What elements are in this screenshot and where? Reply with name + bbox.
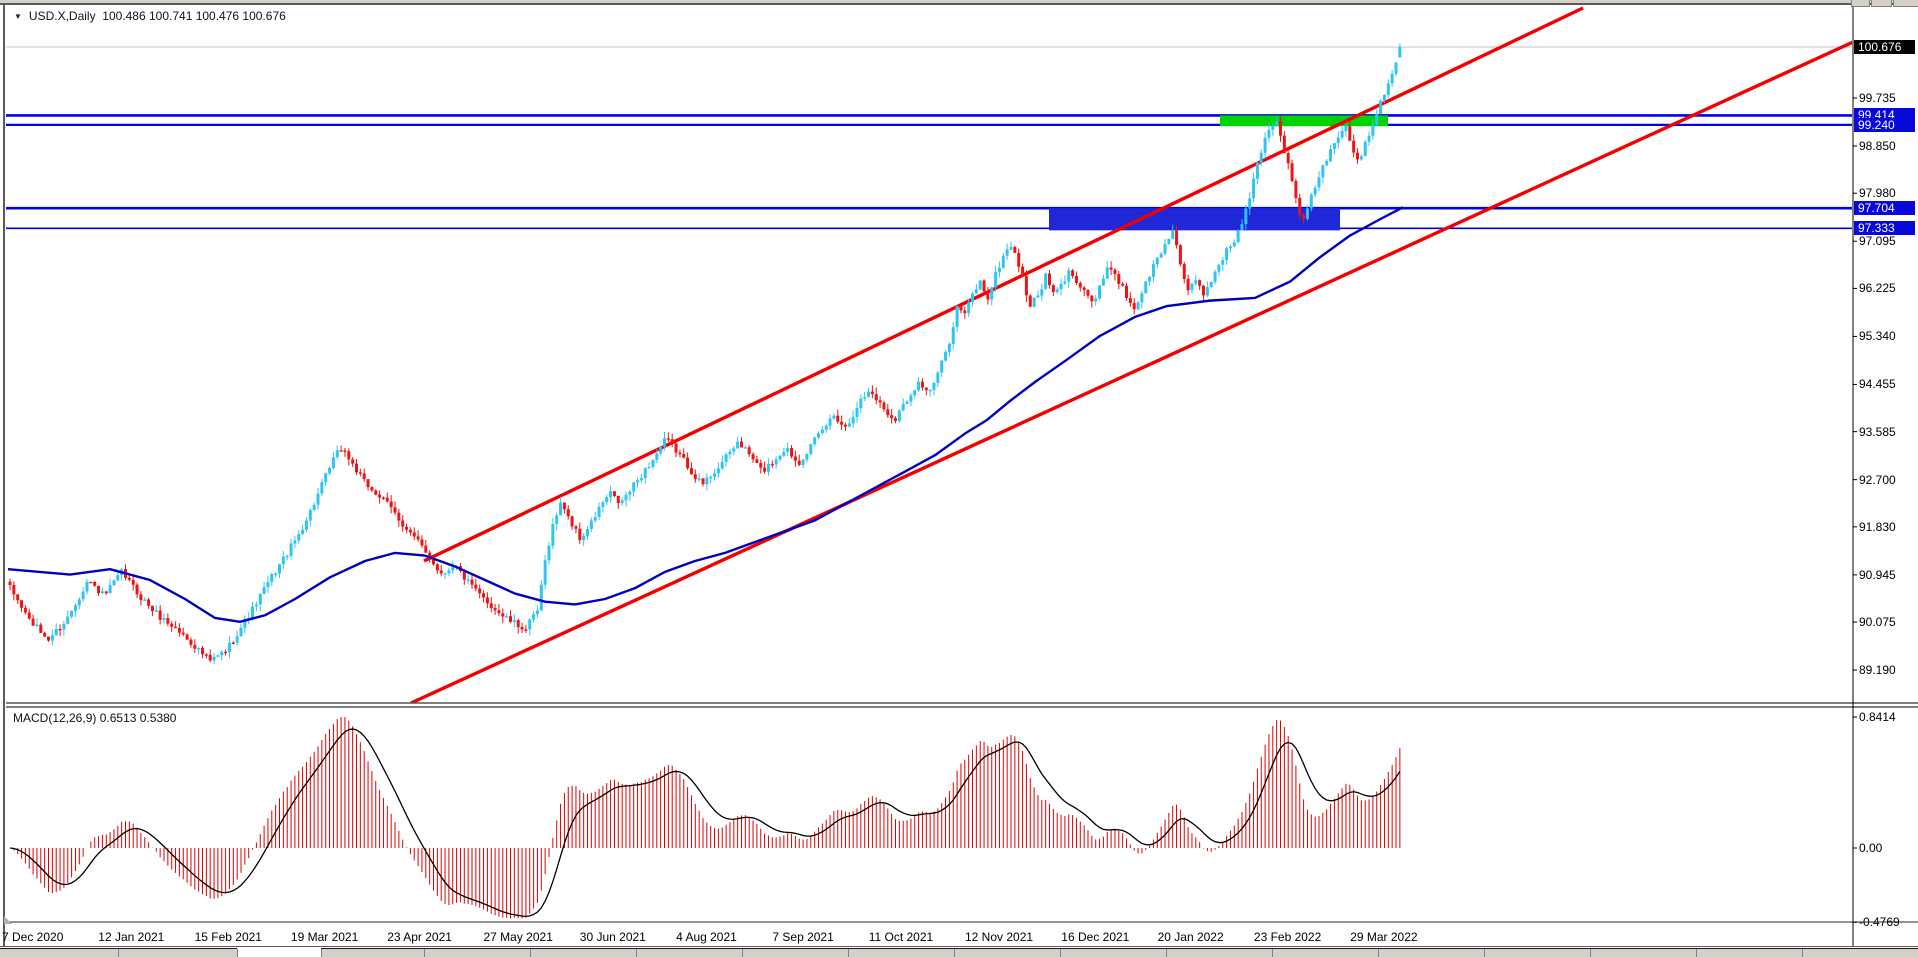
- window-minimize-button[interactable]: [1851, 0, 1870, 7]
- price-tick-label: 91.830: [1859, 519, 1896, 534]
- upper-trendline[interactable]: [423, 6, 1584, 563]
- level-price-label: 97.704: [1854, 201, 1915, 216]
- current-price-label: 100.676: [1854, 39, 1915, 54]
- macd-pane[interactable]: [9, 717, 1401, 919]
- quote-ohlc-label: 100.486 100.741 100.476 100.676: [102, 9, 286, 23]
- price-tick-label: 98.850: [1859, 139, 1896, 153]
- tab-separator: [1590, 949, 1591, 957]
- window-bottom-border: [0, 946, 1918, 947]
- macd-scale-label: 0.8414: [1859, 710, 1896, 724]
- macd-indicator-label: MACD(12,26,9) 0.6513 0.5380: [13, 711, 177, 725]
- date-tick-label: 7 Dec 2020: [2, 930, 64, 944]
- date-tick-label: 16 Dec 2021: [1061, 930, 1130, 944]
- symbol-dropdown-icon[interactable]: ▼: [14, 12, 22, 21]
- macd-scale-label: 0.00: [1859, 841, 1883, 855]
- window-restore-button[interactable]: [1871, 0, 1892, 7]
- date-tick-label: 7 Sep 2021: [772, 930, 834, 944]
- moving-average-line: [7, 206, 1404, 623]
- symbol-label: USD.X,Daily: [28, 9, 96, 23]
- tab-separator: [237, 949, 238, 957]
- date-tick-label: 19 Mar 2021: [290, 930, 359, 944]
- date-tick-label: 29 Mar 2022: [1350, 930, 1418, 944]
- price-tick-label: 97.095: [1859, 234, 1896, 249]
- date-tick-label: 20 Jan 2022: [1157, 930, 1224, 944]
- date-tick-label: 11 Oct 2021: [868, 930, 934, 944]
- macd-signal-line: [9, 728, 1401, 918]
- price-tick-label: 96.225: [1859, 281, 1896, 296]
- tab-separator: [1696, 949, 1697, 957]
- date-tick-label: 15 Feb 2021: [194, 930, 262, 944]
- pane-resize-corner[interactable]: [4, 916, 12, 924]
- tab-separator: [1272, 949, 1273, 957]
- price-tick-label: 99.735: [1859, 91, 1896, 105]
- tab-separator: [742, 949, 743, 957]
- tab-separator: [1484, 949, 1485, 957]
- demand-zone-rect[interactable]: [1049, 208, 1340, 231]
- window-top-border: [0, 3, 1918, 5]
- price-tick-label: 95.340: [1859, 329, 1896, 344]
- tab-separator: [1166, 949, 1167, 957]
- window-close-button[interactable]: [1893, 0, 1918, 7]
- tab-separator: [118, 949, 119, 957]
- date-tick-label: 23 Feb 2022: [1253, 930, 1322, 944]
- chart-tabs-strip[interactable]: [0, 948, 1918, 957]
- date-tick-label: 27 May 2021: [483, 930, 553, 944]
- window-top-strip: [0, 0, 1918, 3]
- tab-separator: [530, 949, 531, 957]
- tab-separator: [1060, 949, 1061, 957]
- date-tick-label: 12 Nov 2021: [965, 930, 1034, 944]
- level-price-label: 99.240: [1854, 117, 1915, 132]
- macd-values-label: 0.6513 0.5380: [99, 711, 177, 725]
- active-chart-tab[interactable]: [237, 948, 321, 957]
- symbol-quote-row: ▼ USD.X,Daily 100.486 100.741 100.476 100…: [14, 9, 286, 23]
- date-tick-label: 23 Apr 2021: [387, 930, 452, 944]
- tab-separator: [424, 949, 425, 957]
- price-tick-label: 94.455: [1859, 377, 1896, 392]
- date-tick-label: 4 Aug 2021: [676, 930, 737, 944]
- price-tick-label: 97.980: [1859, 186, 1896, 201]
- price-tick-label: 93.585: [1859, 424, 1896, 439]
- tab-separator: [954, 949, 955, 957]
- lower-trendline[interactable]: [410, 40, 1853, 703]
- tab-separator: [636, 949, 637, 957]
- candlesticks: [8, 43, 1402, 665]
- price-tick-label: 92.700: [1859, 472, 1896, 487]
- tab-separator: [1802, 949, 1803, 957]
- date-tick-label: 12 Jan 2021: [98, 930, 165, 944]
- main-pane[interactable]: [6, 6, 1853, 703]
- supply-zone-rect[interactable]: [1220, 115, 1388, 127]
- tab-separator: [848, 949, 849, 957]
- price-tick-label: 89.190: [1859, 663, 1896, 678]
- macd-histogram: [13, 717, 1401, 919]
- price-tick-label: 90.945: [1859, 567, 1896, 582]
- tab-separator: [1378, 949, 1379, 957]
- window-left-border: [3, 3, 5, 946]
- date-tick-label: 30 Jun 2021: [579, 930, 646, 944]
- price-tick-label: 90.075: [1859, 615, 1896, 630]
- tab-separator: [321, 949, 322, 957]
- level-price-label: 97.333: [1854, 221, 1915, 236]
- macd-scale-label: -0.4769: [1859, 915, 1900, 930]
